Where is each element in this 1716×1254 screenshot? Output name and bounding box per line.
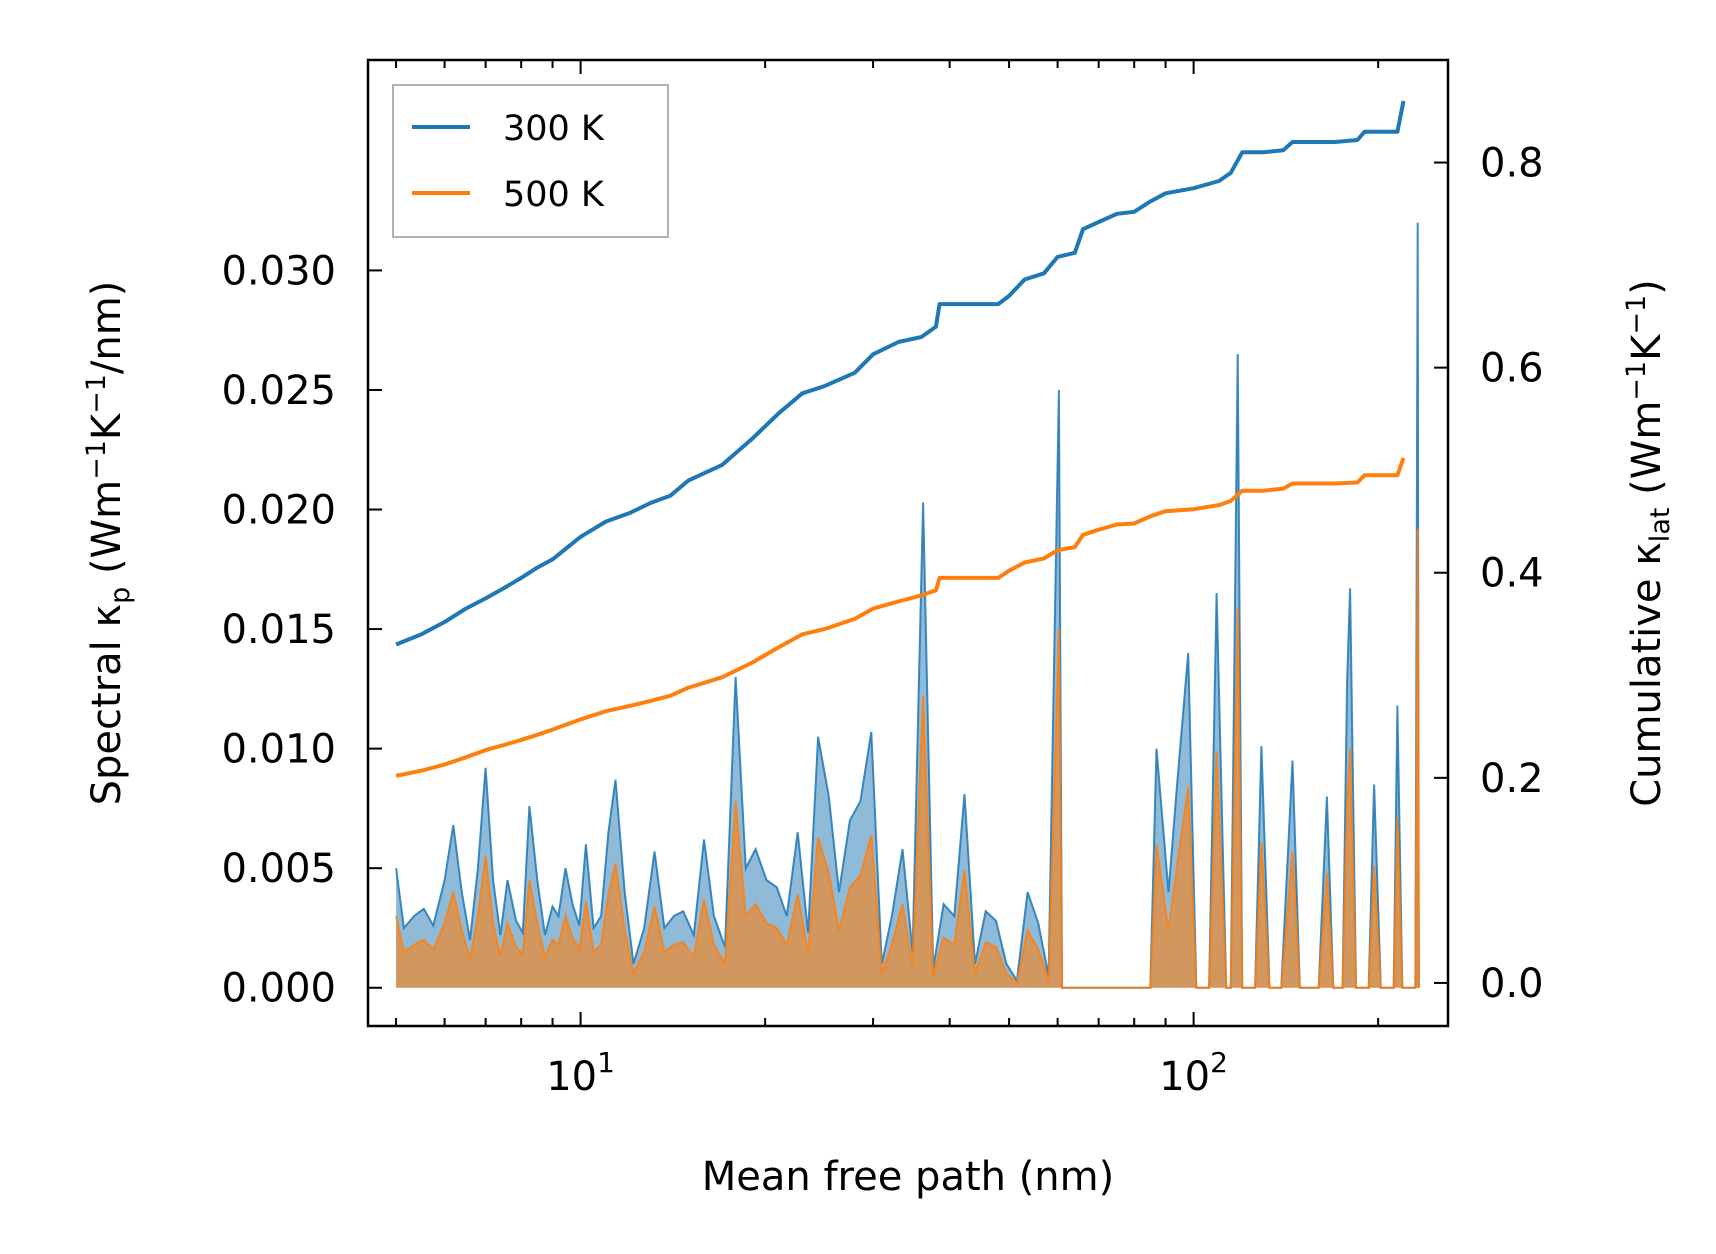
y2-title-main: Cumulative κ bbox=[1624, 542, 1670, 807]
y2-title-sub: lat bbox=[1645, 508, 1676, 543]
y2-title-mid: (Wm bbox=[1624, 401, 1670, 508]
spectral-line-300k bbox=[395, 222, 1420, 989]
x-tick-label-base: 10 bbox=[546, 1054, 597, 1100]
cumulative-line-500k bbox=[395, 457, 1406, 778]
y-tick-label: 0.020 bbox=[221, 488, 336, 534]
spectral-line-500k bbox=[395, 528, 1420, 989]
legend-label-300k: 300 K bbox=[503, 109, 605, 149]
y-title-main: Spectral κ bbox=[84, 604, 130, 805]
y-tick-label: 0.025 bbox=[221, 368, 336, 414]
y-tick-label: 0.030 bbox=[221, 248, 336, 294]
y-tick-label: 0.010 bbox=[221, 727, 336, 773]
y2-title-sup2: −1 bbox=[1621, 295, 1652, 335]
legend-frame bbox=[392, 84, 669, 238]
y-title-sup1: −1 bbox=[81, 440, 112, 480]
y2-axis-title: Cumulative κlat (Wm−1K−1) bbox=[1621, 279, 1676, 807]
y2-tick-label: 0.0 bbox=[1480, 961, 1544, 1007]
x-tick-label-exponent: 2 bbox=[1210, 1046, 1228, 1079]
y2-tick-label: 0.8 bbox=[1480, 141, 1544, 187]
y2-tick-label: 0.4 bbox=[1480, 551, 1544, 597]
y-tick-label: 0.005 bbox=[221, 846, 336, 892]
x-tick-label: 102 bbox=[1159, 1046, 1228, 1100]
y-axis-title: Spectral κp (Wm−1K−1/nm) bbox=[81, 281, 136, 806]
y2-tick-label: 0.6 bbox=[1480, 346, 1544, 392]
y-axis-left: 0.000 0.005 0.010 0.015 0.020 0.025 0.030 bbox=[221, 248, 382, 1012]
legend: 300 K 500 K bbox=[392, 84, 669, 238]
y-title-mid: (Wm bbox=[84, 480, 130, 587]
x-tick-label-exponent: 1 bbox=[597, 1046, 615, 1079]
y-title-k: K bbox=[84, 412, 130, 440]
legend-label-500k: 500 K bbox=[503, 175, 605, 215]
x-axis-title: Mean free path (nm) bbox=[702, 1154, 1114, 1200]
y-title-sub: p bbox=[105, 587, 136, 604]
x-tick-label: 101 bbox=[546, 1046, 615, 1100]
y2-title-post: ) bbox=[1624, 279, 1670, 295]
y-axis-right: 0.0 0.2 0.4 0.6 0.8 bbox=[1434, 141, 1544, 1007]
y2-title-k: K bbox=[1624, 333, 1670, 361]
x-axis: 101 102 bbox=[395, 60, 1380, 1100]
y-title-sup2: −1 bbox=[81, 374, 112, 414]
cumulative-layer bbox=[395, 100, 1406, 778]
spectral-layer bbox=[395, 222, 1420, 989]
y2-tick-label: 0.2 bbox=[1480, 756, 1544, 802]
plot-frame bbox=[366, 58, 1450, 1028]
y-tick-label: 0.000 bbox=[221, 966, 336, 1012]
cumulative-line-300k bbox=[395, 100, 1406, 647]
y2-title-sup1: −1 bbox=[1621, 361, 1652, 401]
x-tick-label-base: 10 bbox=[1159, 1054, 1210, 1100]
y-title-post: /nm) bbox=[84, 281, 130, 374]
y-tick-label: 0.015 bbox=[221, 607, 336, 653]
